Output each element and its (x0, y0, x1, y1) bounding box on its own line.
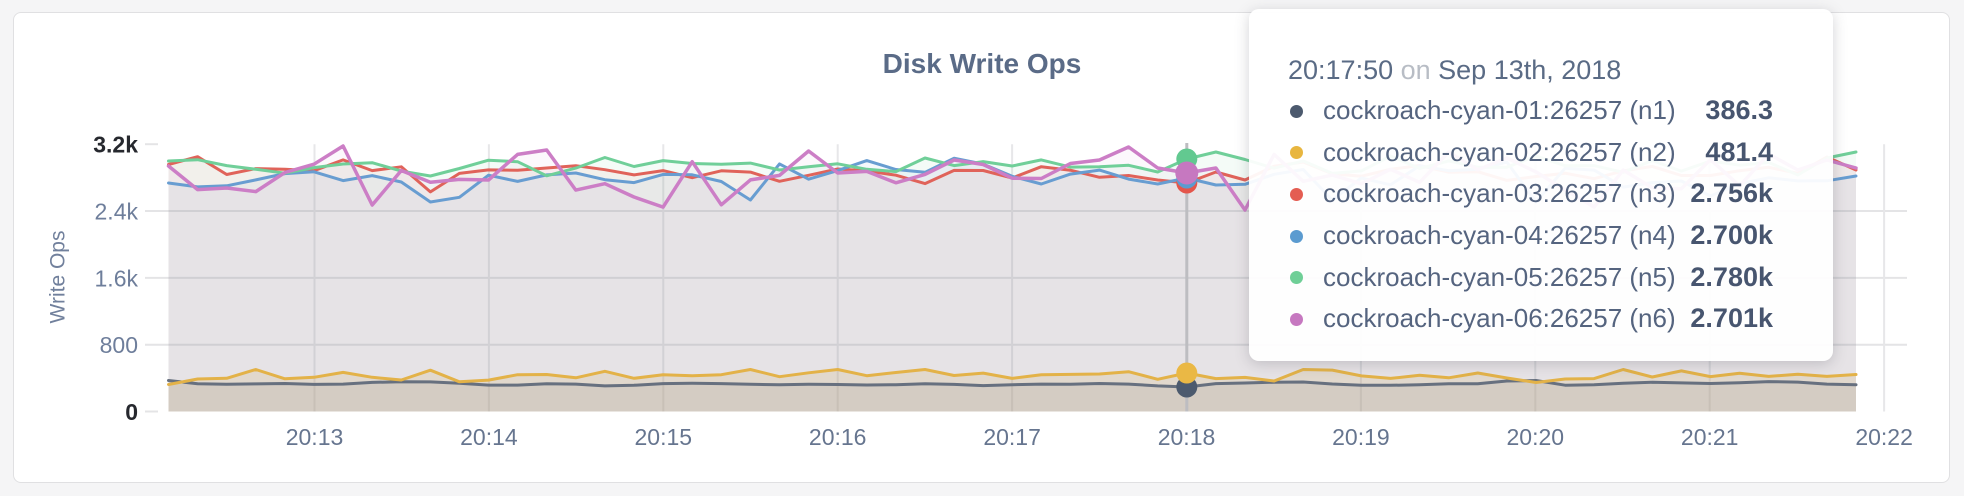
svg-text:3.2k: 3.2k (93, 132, 138, 158)
svg-text:0: 0 (125, 399, 138, 425)
svg-text:20:21: 20:21 (1681, 424, 1739, 450)
svg-text:20:22: 20:22 (1855, 424, 1913, 450)
svg-text:20:20: 20:20 (1507, 424, 1565, 450)
svg-text:20:16: 20:16 (809, 424, 867, 450)
svg-text:Disk Write Ops: Disk Write Ops (883, 48, 1082, 79)
svg-text:800: 800 (100, 332, 138, 358)
svg-text:1.6k: 1.6k (95, 265, 139, 291)
svg-text:20:15: 20:15 (635, 424, 693, 450)
svg-text:20:18: 20:18 (1158, 424, 1216, 450)
svg-text:20:14: 20:14 (460, 424, 518, 450)
svg-text:20:19: 20:19 (1332, 424, 1390, 450)
svg-text:20:17: 20:17 (983, 424, 1041, 450)
svg-text:20:13: 20:13 (286, 424, 344, 450)
svg-text:Write Ops: Write Ops (47, 231, 70, 324)
svg-text:2.4k: 2.4k (95, 199, 139, 225)
